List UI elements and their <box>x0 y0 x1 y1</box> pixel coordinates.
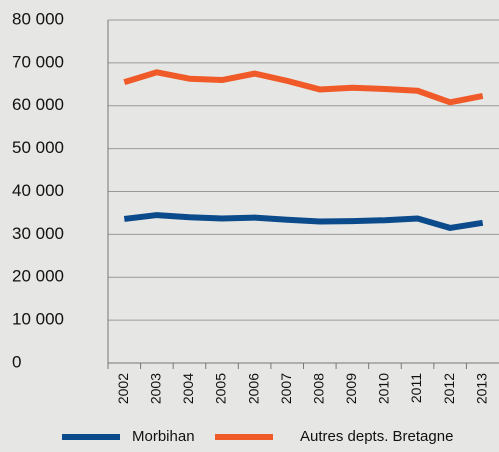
y-tick-label: 10 000 <box>12 310 64 329</box>
series-line <box>123 69 484 106</box>
x-tick-label: 2012 <box>441 373 457 404</box>
legend-label: Autres depts. Bretagne <box>300 428 453 445</box>
x-tick-label: 2013 <box>473 373 489 404</box>
y-tick-label: 70 000 <box>12 52 64 71</box>
x-tick-label: 2006 <box>245 373 261 404</box>
y-tick-label: 50 000 <box>12 138 64 157</box>
y-tick-label: 30 000 <box>12 224 64 243</box>
x-tick-label: 2007 <box>278 373 294 404</box>
y-tick-label: 60 000 <box>12 95 64 114</box>
x-tick-label: 2010 <box>376 373 392 404</box>
series-line <box>123 212 484 231</box>
x-tick-label: 2002 <box>115 373 131 404</box>
x-tick-label: 2011 <box>408 373 424 403</box>
x-tick-label: 2005 <box>213 373 229 404</box>
y-tick-label: 20 000 <box>12 267 64 286</box>
y-tick-label: 0 <box>12 352 21 371</box>
legend-label: Morbihan <box>132 428 195 445</box>
x-tick-label: 2008 <box>310 373 326 404</box>
x-tick-label: 2004 <box>180 373 196 404</box>
y-tick-label: 40 000 <box>12 181 64 200</box>
x-tick-label: 2009 <box>343 373 359 404</box>
y-tick-label: 80 000 <box>12 9 64 28</box>
x-tick-label: 2003 <box>148 373 164 404</box>
